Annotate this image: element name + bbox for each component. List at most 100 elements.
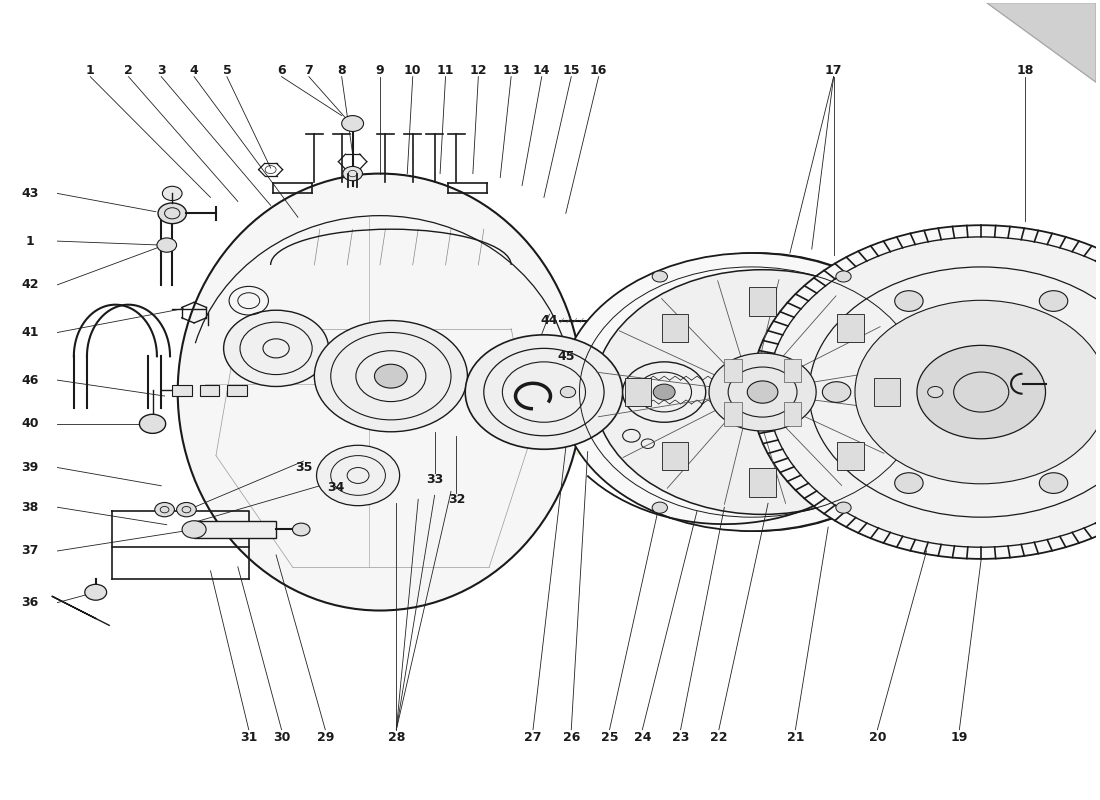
Text: 4: 4 xyxy=(189,64,198,77)
FancyBboxPatch shape xyxy=(724,402,741,426)
Text: 43: 43 xyxy=(21,187,38,200)
Text: 11: 11 xyxy=(437,64,454,77)
FancyBboxPatch shape xyxy=(837,314,864,342)
Text: 8: 8 xyxy=(338,64,346,77)
Circle shape xyxy=(653,384,675,400)
Circle shape xyxy=(317,446,399,506)
Circle shape xyxy=(836,502,851,514)
FancyBboxPatch shape xyxy=(724,358,741,382)
FancyBboxPatch shape xyxy=(625,378,651,406)
Text: 42: 42 xyxy=(21,278,38,291)
Circle shape xyxy=(177,502,196,517)
Circle shape xyxy=(163,186,183,201)
Circle shape xyxy=(917,346,1045,438)
Text: 36: 36 xyxy=(22,596,38,609)
Circle shape xyxy=(85,584,107,600)
Text: 31: 31 xyxy=(240,731,257,744)
Text: 35: 35 xyxy=(295,461,312,474)
Text: 33: 33 xyxy=(426,473,443,486)
Text: 1: 1 xyxy=(86,64,95,77)
Circle shape xyxy=(710,353,816,431)
Circle shape xyxy=(823,382,850,402)
Circle shape xyxy=(1040,290,1068,311)
FancyBboxPatch shape xyxy=(873,378,900,406)
Text: 25: 25 xyxy=(601,731,618,744)
Circle shape xyxy=(768,237,1100,547)
Text: 32: 32 xyxy=(448,493,465,506)
Ellipse shape xyxy=(178,174,582,610)
Circle shape xyxy=(623,362,706,422)
Text: 34: 34 xyxy=(328,481,345,494)
Circle shape xyxy=(157,238,177,252)
Text: 7: 7 xyxy=(305,64,314,77)
FancyBboxPatch shape xyxy=(194,521,276,538)
Ellipse shape xyxy=(575,253,939,531)
Circle shape xyxy=(465,335,623,450)
Text: 17: 17 xyxy=(825,64,843,77)
Text: 10: 10 xyxy=(404,64,421,77)
Text: 45: 45 xyxy=(557,350,574,363)
Circle shape xyxy=(293,523,310,536)
Text: 22: 22 xyxy=(711,731,727,744)
Text: classicpr: classicpr xyxy=(667,268,1044,342)
Text: 37: 37 xyxy=(21,545,38,558)
FancyBboxPatch shape xyxy=(783,358,801,382)
Circle shape xyxy=(183,521,206,538)
FancyBboxPatch shape xyxy=(749,468,775,497)
Text: 14: 14 xyxy=(534,64,550,77)
FancyBboxPatch shape xyxy=(661,442,688,470)
Text: 30: 30 xyxy=(273,731,290,744)
Circle shape xyxy=(747,381,778,403)
Text: 16: 16 xyxy=(590,64,607,77)
Text: a passion for parts since 1985: a passion for parts since 1985 xyxy=(515,431,846,496)
Text: 12: 12 xyxy=(470,64,487,77)
Text: 27: 27 xyxy=(525,731,542,744)
Circle shape xyxy=(594,270,931,514)
Text: 23: 23 xyxy=(672,731,690,744)
FancyBboxPatch shape xyxy=(783,402,801,426)
Text: 9: 9 xyxy=(375,64,384,77)
Text: 26: 26 xyxy=(562,731,580,744)
Text: 5: 5 xyxy=(222,64,231,77)
FancyBboxPatch shape xyxy=(837,442,864,470)
FancyBboxPatch shape xyxy=(749,287,775,316)
Circle shape xyxy=(374,364,407,388)
Circle shape xyxy=(927,386,943,398)
Text: 41: 41 xyxy=(21,326,38,339)
Text: 13: 13 xyxy=(503,64,520,77)
Circle shape xyxy=(343,166,363,181)
FancyBboxPatch shape xyxy=(199,385,219,396)
Circle shape xyxy=(342,115,363,131)
Circle shape xyxy=(751,226,1100,559)
Circle shape xyxy=(836,271,851,282)
Text: 6: 6 xyxy=(277,64,286,77)
Circle shape xyxy=(155,502,175,517)
Circle shape xyxy=(560,253,943,531)
Circle shape xyxy=(140,414,166,434)
Text: 46: 46 xyxy=(21,374,38,386)
Circle shape xyxy=(223,310,329,386)
Text: 2: 2 xyxy=(124,64,133,77)
Circle shape xyxy=(1040,473,1068,494)
Text: 19: 19 xyxy=(950,731,968,744)
Text: 21: 21 xyxy=(786,731,804,744)
Text: 44: 44 xyxy=(541,314,558,327)
Text: 1: 1 xyxy=(25,234,34,248)
Circle shape xyxy=(855,300,1100,484)
Text: 28: 28 xyxy=(387,731,405,744)
Circle shape xyxy=(158,203,186,224)
Text: 38: 38 xyxy=(22,501,38,514)
Circle shape xyxy=(560,386,575,398)
Text: 20: 20 xyxy=(869,731,887,744)
Circle shape xyxy=(315,321,468,432)
Text: 24: 24 xyxy=(634,731,651,744)
Text: 40: 40 xyxy=(21,418,38,430)
Polygon shape xyxy=(987,2,1096,82)
FancyBboxPatch shape xyxy=(227,385,246,396)
Circle shape xyxy=(894,473,923,494)
Text: 18: 18 xyxy=(1016,64,1034,77)
Circle shape xyxy=(652,502,668,514)
Text: 39: 39 xyxy=(22,461,38,474)
FancyBboxPatch shape xyxy=(661,314,688,342)
Circle shape xyxy=(894,290,923,311)
